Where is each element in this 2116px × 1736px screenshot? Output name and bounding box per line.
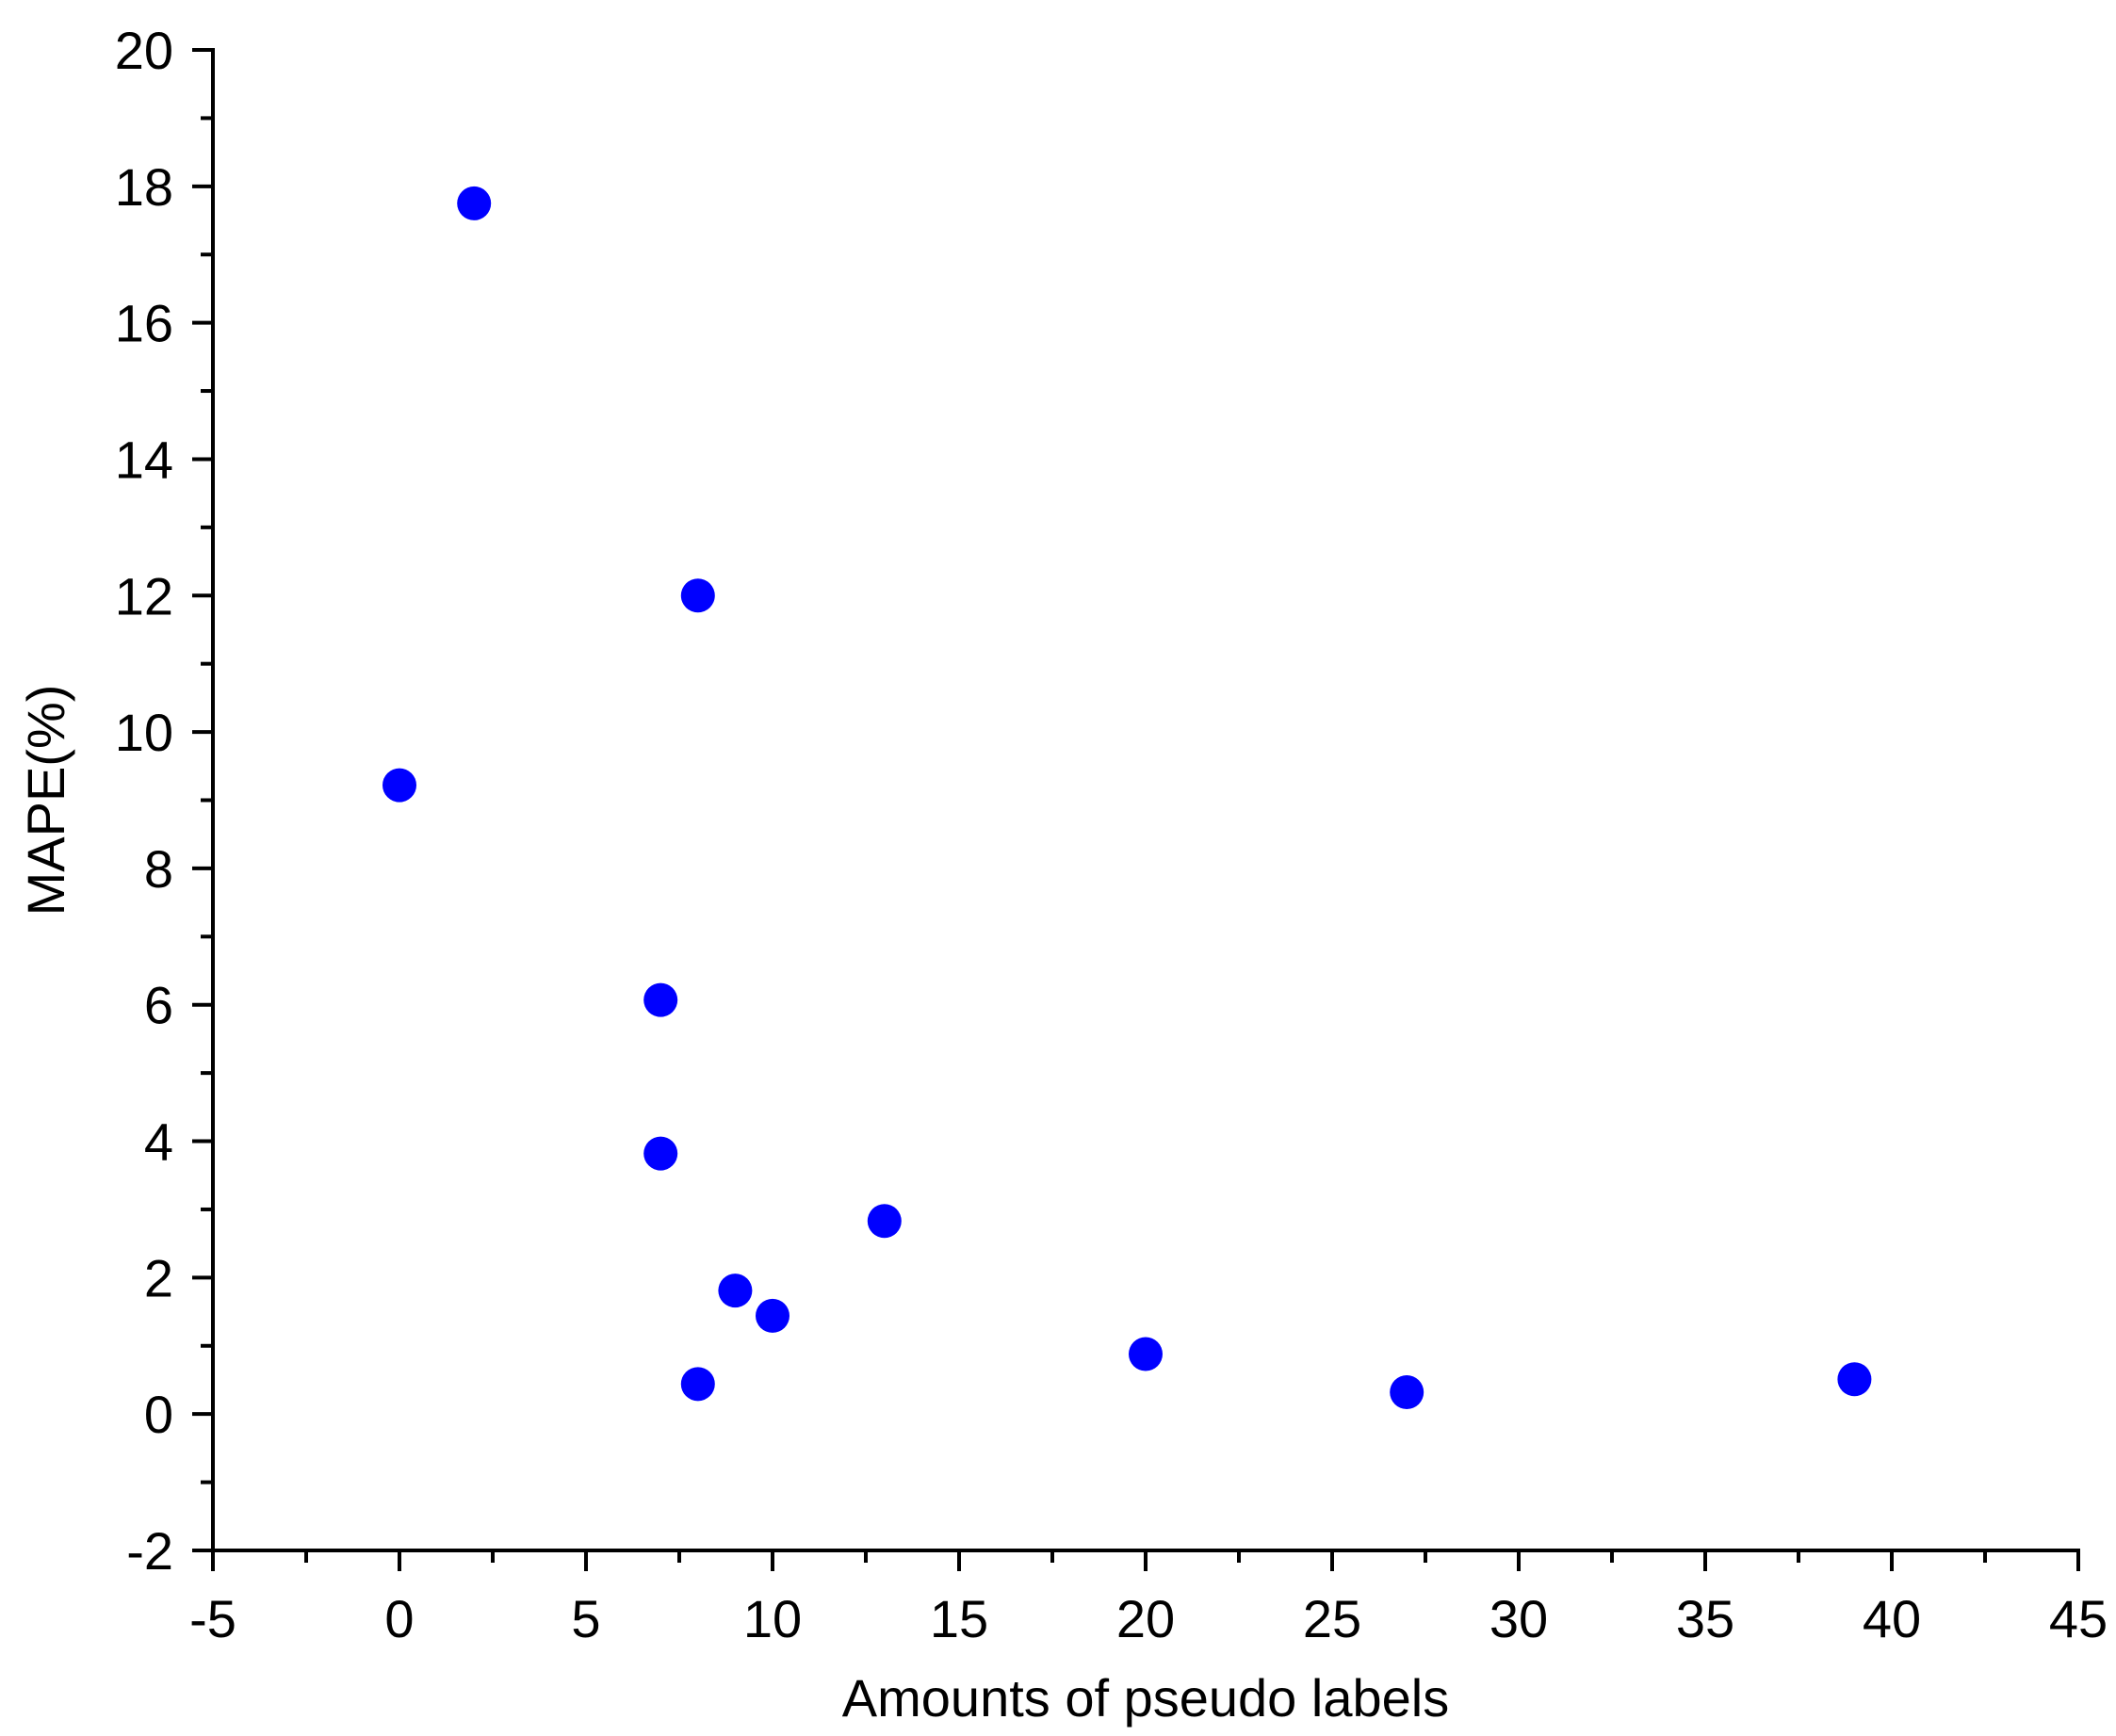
x-tick-label: 35 — [1676, 1589, 1734, 1648]
y-tick-label: 16 — [115, 294, 173, 353]
data-point — [1129, 1337, 1163, 1371]
y-axis-title: MAPE(%) — [16, 685, 75, 917]
data-point — [1837, 1362, 1872, 1397]
y-tick-label: 20 — [115, 21, 173, 80]
y-tick-label: 0 — [144, 1385, 173, 1444]
tick-labels: -2 0 2 4 6 8 10 12 14 16 18 20 -5 0 5 10 15 20 25 30 35 40 45 — [115, 21, 2108, 1648]
x-tick-label: 15 — [930, 1589, 988, 1648]
data-point — [457, 186, 492, 220]
x-tick-label: 5 — [571, 1589, 600, 1648]
data-point — [867, 1204, 902, 1239]
data-point — [756, 1298, 789, 1333]
x-tick-label: 40 — [1863, 1589, 1921, 1648]
y-tick-label: 2 — [144, 1248, 173, 1307]
y-tick-label: 10 — [115, 703, 173, 762]
x-tick-label: 20 — [1116, 1589, 1175, 1648]
x-tick-label: 30 — [1489, 1589, 1548, 1648]
y-tick-label: 4 — [144, 1112, 173, 1172]
y-tick-label: -2 — [126, 1521, 173, 1581]
data-points — [383, 186, 1872, 1410]
y-tick-label: 12 — [115, 566, 173, 625]
x-tick-label: 25 — [1303, 1589, 1361, 1648]
x-tick-label: 45 — [2049, 1589, 2108, 1648]
y-tick-label: 18 — [115, 157, 173, 217]
y-tick-label: 8 — [144, 839, 173, 899]
axis-ticks — [192, 48, 2080, 1571]
x-axis-title: Amounts of pseudo labels — [842, 1668, 1449, 1728]
y-tick-label: 6 — [144, 976, 173, 1035]
x-tick-label: 0 — [384, 1589, 414, 1648]
data-point — [680, 1367, 715, 1402]
data-point — [643, 982, 678, 1017]
x-tick-label: -5 — [189, 1589, 236, 1648]
y-tick-label: 14 — [115, 430, 173, 489]
data-point — [383, 768, 416, 803]
x-tick-label: 10 — [743, 1589, 802, 1648]
data-point — [718, 1274, 753, 1308]
data-point — [1390, 1375, 1424, 1410]
data-point — [643, 1136, 678, 1171]
data-point — [680, 578, 715, 613]
